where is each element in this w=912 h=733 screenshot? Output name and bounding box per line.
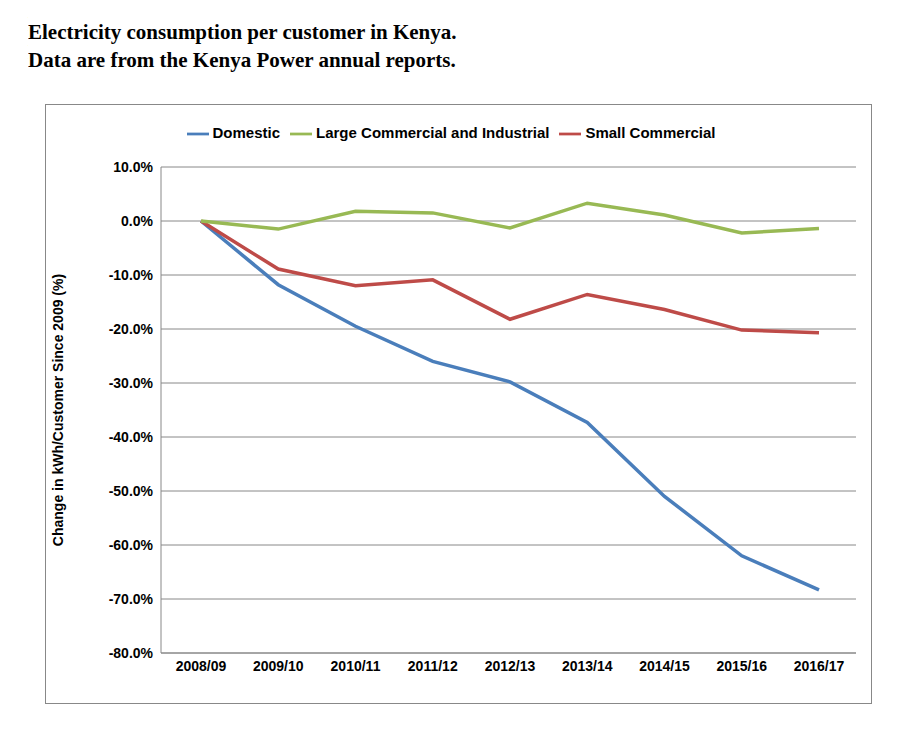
svg-text:2011/12: 2011/12 <box>408 658 458 674</box>
html-text:Data are from the Kenya Power: Data are from the Kenya Power annual rep… <box>28 48 456 72</box>
svg-text:-60.0%: -60.0% <box>109 537 154 553</box>
svg-text:-80.0%: -80.0% <box>109 645 154 661</box>
html-text:Large Commercial and Industria: Large Commercial and Industrial <box>316 123 550 141</box>
svg-text:-20.0%: -20.0% <box>109 321 154 337</box>
svg-text:2008/09: 2008/09 <box>176 658 227 674</box>
html-text:Small Commercial: Small Commercial <box>585 123 716 141</box>
svg-text:2009/10: 2009/10 <box>253 658 304 674</box>
html-text:Electricity consumption per cu: Electricity consumption per customer in … <box>28 20 457 44</box>
svg-text:0.0%: 0.0% <box>121 213 153 229</box>
svg-text:-30.0%: -30.0% <box>109 375 154 391</box>
svg-text:2016/17: 2016/17 <box>794 658 845 674</box>
svg-text:2014/15: 2014/15 <box>639 658 690 674</box>
svg-text:10.0%: 10.0% <box>113 159 153 175</box>
svg-text:-10.0%: -10.0% <box>109 267 154 283</box>
svg-text:-40.0%: -40.0% <box>109 429 154 445</box>
html-text:Domestic: Domestic <box>212 123 280 141</box>
svg-text:-70.0%: -70.0% <box>109 591 154 607</box>
svg-text:2013/14: 2013/14 <box>562 658 613 674</box>
svg-text:-50.0%: -50.0% <box>109 483 154 499</box>
svg-text:2012/13: 2012/13 <box>485 658 536 674</box>
svg-text:Change in kWh/Customer Since 2: Change in kWh/Customer Since 2009 (%) <box>50 274 66 546</box>
svg-text:2015/16: 2015/16 <box>716 658 767 674</box>
svg-text:2010/11: 2010/11 <box>331 658 381 674</box>
